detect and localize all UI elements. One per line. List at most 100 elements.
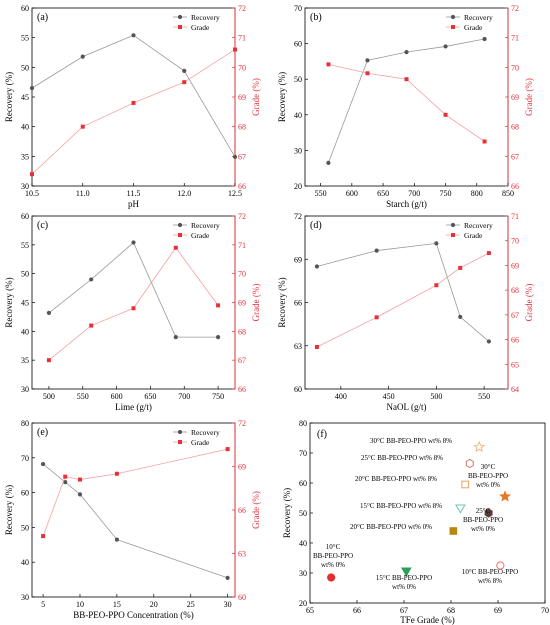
y2-tick-label: 69 xyxy=(238,463,246,472)
y-tick-label: 40 xyxy=(21,327,29,336)
x-tick-label: 20 xyxy=(150,600,158,609)
legend-recovery-marker xyxy=(450,222,456,228)
y2-tick-label: 68 xyxy=(238,327,246,336)
x-tick-label: 850 xyxy=(502,189,514,198)
recovery-point xyxy=(89,277,94,282)
recovery-point xyxy=(173,335,178,340)
y-axis-label: Recovery (%) xyxy=(4,72,14,122)
x-tick-label: 700 xyxy=(178,392,190,401)
x-tick-label: 12.0 xyxy=(177,189,191,198)
recovery-point xyxy=(46,310,52,315)
plot-frame xyxy=(304,7,509,187)
grade-point xyxy=(216,303,221,308)
y-axis-label: Recovery (%) xyxy=(277,277,287,327)
x-tick-label: 25 xyxy=(187,600,195,609)
x-tick-label: 750 xyxy=(440,189,452,198)
scatter-point xyxy=(455,504,466,514)
y-tick-label: 50 xyxy=(294,75,302,84)
y-tick-label: 40 xyxy=(299,539,307,548)
grade-point xyxy=(63,474,68,479)
recovery-point xyxy=(404,50,409,55)
y2-tick-label: 67 xyxy=(238,152,246,161)
scatter-point xyxy=(496,561,505,570)
y-tick-label: 80 xyxy=(299,419,307,428)
recovery-point xyxy=(458,314,463,320)
y2-tick-label: 66 xyxy=(238,182,246,191)
grade-line xyxy=(328,63,485,142)
panel-a: 10.5 11.0 11.5 12.0 12.5 30 35 40 45 50 55 60 66 67 68… xyxy=(4,4,261,209)
recovery-point xyxy=(77,492,83,497)
y2-tick-label: 71 xyxy=(511,212,519,221)
x-tick-label: 650 xyxy=(144,392,156,401)
recovery-line xyxy=(328,38,485,164)
recovery-point xyxy=(63,480,68,485)
y-tick-label: 45 xyxy=(21,299,29,308)
panel-d: 400 450 500 550 60 63 66 69 72 64 65 66 67 68 69 70 71 Na… xyxy=(277,212,534,412)
x-tick-label: 69 xyxy=(494,606,502,615)
recovery-point xyxy=(374,248,379,253)
y-tick-label: 60 xyxy=(294,385,302,394)
y2-tick-label: 63 xyxy=(238,550,246,559)
x-tick-label: 700 xyxy=(408,189,420,198)
scatter-point xyxy=(327,573,336,582)
y-tick-label: 50 xyxy=(21,63,29,72)
y2-tick-label: 71 xyxy=(238,34,246,43)
y2-tick-label: 68 xyxy=(238,123,246,132)
y-tick-label: 55 xyxy=(21,34,29,43)
x-tick-label: 500 xyxy=(430,392,442,401)
y2-tick-label: 66 xyxy=(511,182,519,191)
panel-label: (d) xyxy=(310,220,322,231)
grade-point xyxy=(233,47,237,52)
legend-grade-label: Grade xyxy=(464,231,483,240)
y-tick-label: 50 xyxy=(299,509,307,518)
legend-grade-label: Grade xyxy=(191,23,210,32)
x-tick-label: 66 xyxy=(353,606,361,615)
grade-point xyxy=(46,358,51,363)
grade-point xyxy=(89,323,94,328)
y-tick-label: 30 xyxy=(299,569,307,578)
recovery-point xyxy=(114,537,119,542)
x-tick-label: 550 xyxy=(77,392,89,401)
x-axis-label: NaOL (g/t) xyxy=(387,402,427,412)
recovery-point xyxy=(215,335,221,340)
recovery-line xyxy=(31,34,236,158)
y-tick-label: 60 xyxy=(21,489,29,498)
grade-point xyxy=(77,477,82,482)
grade-point xyxy=(434,283,439,288)
x-tick-label: 10 xyxy=(76,600,84,609)
scatter-point xyxy=(400,567,412,577)
y2-tick-label: 70 xyxy=(511,63,519,72)
y-axis-label: Recovery (%) xyxy=(4,277,14,327)
y-tick-label: 80 xyxy=(21,419,29,428)
x-tick-label: 450 xyxy=(383,392,395,401)
x-tick-label: 15 xyxy=(113,600,121,609)
grade-point xyxy=(326,62,331,67)
panel-label: (f) xyxy=(317,429,327,440)
panel-e: 5 10 15 20 25 30 30 40 50 60 70 80 60 63 66 69 72 BB-PEO-… xyxy=(4,419,261,620)
recovery-point xyxy=(443,44,448,49)
recovery-point xyxy=(434,241,439,246)
recovery-point xyxy=(326,160,331,165)
panel-label: (e) xyxy=(37,427,48,438)
y-axis-label: Recovery (%) xyxy=(277,72,287,122)
scatter-point xyxy=(484,508,493,518)
y-tick-label: 40 xyxy=(294,111,302,120)
x-tick-label: 65 xyxy=(306,606,314,615)
x-tick-label: 11.5 xyxy=(127,189,141,198)
panel-label: (a) xyxy=(37,12,48,23)
x-tick-label: 67 xyxy=(400,606,408,615)
x-tick-label: 30 xyxy=(224,600,232,609)
y-tick-label: 30 xyxy=(21,593,29,602)
y-tick-label: 60 xyxy=(21,212,29,221)
recovery-line xyxy=(42,463,228,579)
legend-recovery-marker xyxy=(177,222,183,228)
y2-axis-label: Grade (%) xyxy=(524,284,534,322)
x-tick-label: 550 xyxy=(315,189,327,198)
recovery-point xyxy=(232,154,238,160)
recovery-line xyxy=(48,241,219,338)
y-tick-label: 30 xyxy=(294,146,302,155)
x-tick-label: 12.5 xyxy=(228,189,242,198)
plot-frame xyxy=(31,422,236,598)
grade-point xyxy=(443,112,448,117)
